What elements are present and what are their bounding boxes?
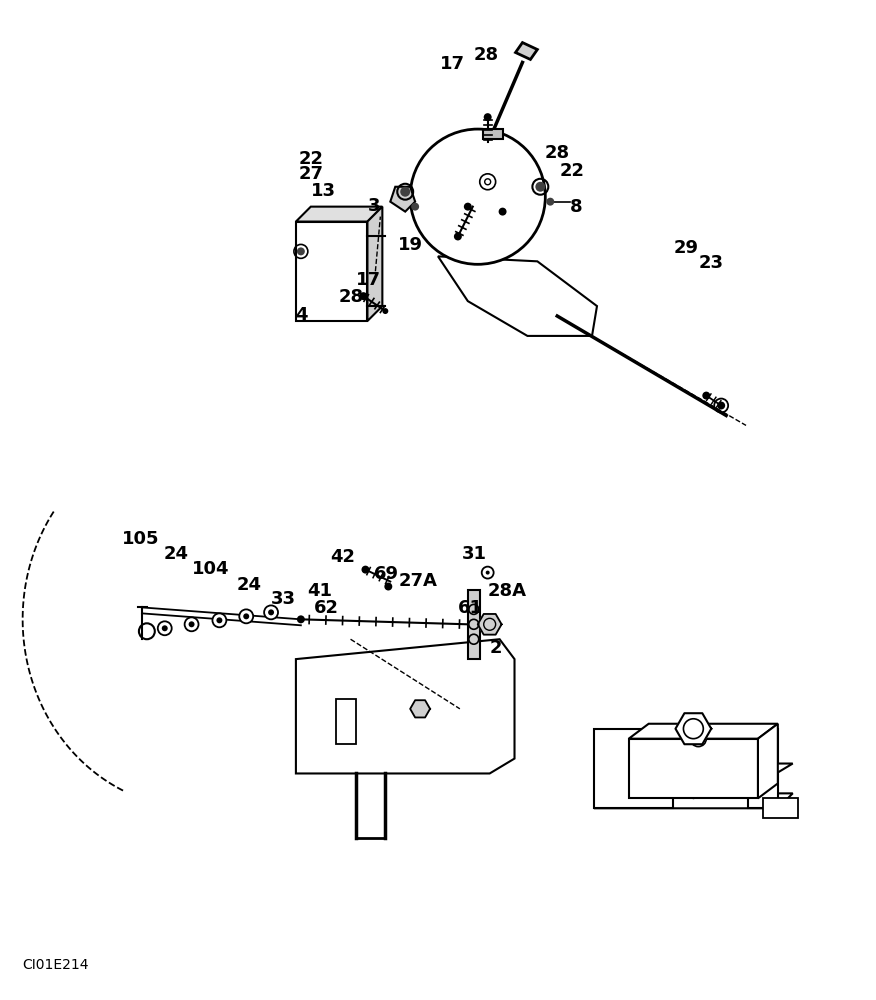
Circle shape	[139, 623, 155, 639]
Polygon shape	[748, 729, 778, 808]
Polygon shape	[477, 614, 502, 635]
Text: 33: 33	[271, 589, 296, 607]
Circle shape	[485, 571, 490, 575]
Polygon shape	[483, 129, 503, 139]
Circle shape	[484, 113, 491, 121]
Circle shape	[484, 179, 491, 185]
Text: 27: 27	[299, 165, 324, 183]
Text: 24: 24	[237, 576, 261, 594]
Polygon shape	[653, 764, 793, 778]
Polygon shape	[468, 589, 480, 659]
Text: 17: 17	[440, 55, 465, 73]
Text: CI01E214: CI01E214	[23, 958, 89, 972]
Text: 17: 17	[356, 271, 380, 289]
Circle shape	[484, 114, 491, 120]
Polygon shape	[296, 222, 367, 321]
Circle shape	[363, 567, 369, 573]
Text: 4: 4	[295, 306, 307, 324]
Text: 13: 13	[311, 182, 336, 200]
Polygon shape	[683, 724, 713, 778]
Circle shape	[463, 203, 472, 211]
Circle shape	[213, 613, 226, 627]
Text: 22: 22	[299, 150, 324, 168]
Text: 27A: 27A	[399, 572, 437, 590]
Polygon shape	[391, 187, 415, 212]
Text: 105: 105	[122, 530, 159, 548]
Circle shape	[188, 621, 194, 627]
Circle shape	[455, 233, 461, 239]
Circle shape	[410, 129, 546, 264]
Polygon shape	[763, 798, 798, 818]
Circle shape	[362, 566, 370, 574]
Polygon shape	[438, 256, 597, 336]
Circle shape	[264, 605, 278, 619]
Circle shape	[717, 402, 725, 410]
Text: 62: 62	[314, 599, 339, 617]
Polygon shape	[336, 699, 356, 744]
Text: 28: 28	[339, 288, 364, 306]
Text: 24: 24	[164, 545, 188, 563]
Circle shape	[297, 247, 305, 255]
Text: 69: 69	[373, 565, 399, 583]
Circle shape	[480, 174, 496, 190]
Polygon shape	[629, 724, 778, 739]
Polygon shape	[296, 639, 514, 773]
Text: 19: 19	[399, 236, 423, 254]
Circle shape	[268, 609, 274, 615]
Polygon shape	[629, 739, 758, 798]
Circle shape	[535, 182, 546, 192]
Circle shape	[411, 203, 419, 211]
Circle shape	[158, 621, 172, 635]
Circle shape	[400, 187, 410, 197]
Circle shape	[185, 617, 199, 631]
Circle shape	[498, 208, 506, 216]
Text: 28: 28	[544, 144, 569, 162]
Circle shape	[359, 292, 367, 300]
Polygon shape	[675, 713, 711, 744]
Circle shape	[454, 232, 462, 240]
Text: 2: 2	[490, 639, 502, 657]
Text: 22: 22	[559, 162, 584, 180]
Circle shape	[297, 615, 305, 623]
Circle shape	[382, 308, 388, 314]
Text: 61: 61	[458, 599, 483, 617]
Polygon shape	[367, 207, 382, 321]
Polygon shape	[594, 793, 793, 808]
Text: 28A: 28A	[488, 582, 526, 600]
Circle shape	[703, 392, 710, 400]
Circle shape	[239, 609, 253, 623]
Circle shape	[162, 625, 167, 631]
Text: 3: 3	[367, 197, 380, 215]
Polygon shape	[594, 729, 674, 808]
Text: 31: 31	[462, 545, 487, 563]
Circle shape	[216, 617, 223, 623]
Text: 42: 42	[330, 548, 356, 566]
Text: 29: 29	[674, 239, 698, 257]
Text: 23: 23	[698, 254, 724, 272]
Polygon shape	[758, 724, 778, 798]
Polygon shape	[296, 207, 382, 222]
Circle shape	[547, 198, 555, 206]
Text: 28: 28	[474, 46, 499, 64]
Polygon shape	[410, 700, 430, 717]
Polygon shape	[515, 43, 537, 59]
Text: 104: 104	[192, 560, 229, 578]
Circle shape	[385, 583, 392, 590]
Text: 8: 8	[570, 198, 583, 216]
Text: 41: 41	[307, 582, 332, 600]
Circle shape	[244, 613, 249, 619]
